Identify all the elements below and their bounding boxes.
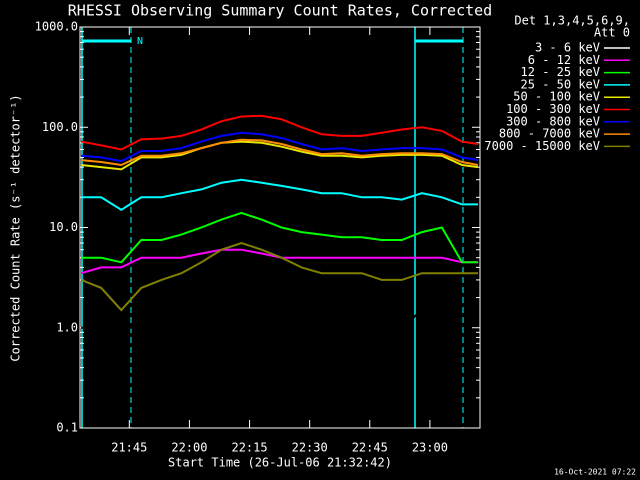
y-tick-label: 0.1 [56,421,78,435]
legend-header: Det 1,3,4,5,6,9, [514,14,630,28]
series-line [81,114,479,151]
legend-label: 6 - 12 keV [528,53,600,67]
y-tick-label: 1000.0 [35,20,78,34]
series-line [80,248,478,275]
annotation: N [137,36,143,47]
series-line [81,286,443,330]
chart-title: RHESSI Observing Summary Count Rates, Co… [68,2,492,20]
x-tick-label: 22:30 [292,441,328,455]
x-tick-label: 21:45 [111,441,147,455]
legend-label: 100 - 300 keV [506,102,600,116]
legend-label: 3 - 6 keV [535,41,600,55]
series-line [81,140,479,171]
x-tick-label: 22:45 [352,441,388,455]
legend-header: Att 0 [594,26,630,40]
legend-label: 12 - 25 keV [521,65,600,79]
y-axis-label: Corrected Count Rate (s⁻¹ detector⁻¹) [9,94,23,361]
legend-label: 7000 - 15000 keV [484,139,600,153]
attenuator-markers [81,27,464,428]
series-line [81,138,479,167]
series-line [80,241,478,312]
legend-label: 800 - 7000 keV [499,127,600,141]
legend-label: 25 - 50 keV [521,77,600,91]
legend-label: 300 - 800 keV [506,114,600,128]
y-tick-label: 1.0 [56,320,78,334]
x-tick-label: 22:15 [231,441,267,455]
series-line [81,131,479,163]
y-tick-label: 10.0 [49,220,78,234]
x-tick-label: 22:00 [171,441,207,455]
series-line [81,211,478,264]
series-line [81,178,478,211]
y-tick-label: 100.0 [42,120,78,134]
x-axis-label: Start Time (26-Jul-06 21:32:42) [168,456,392,470]
footer: 16-Oct-2021 07:22 [554,468,636,477]
x-tick-label: 23:00 [412,441,448,455]
legend-label: 50 - 100 keV [513,90,600,104]
